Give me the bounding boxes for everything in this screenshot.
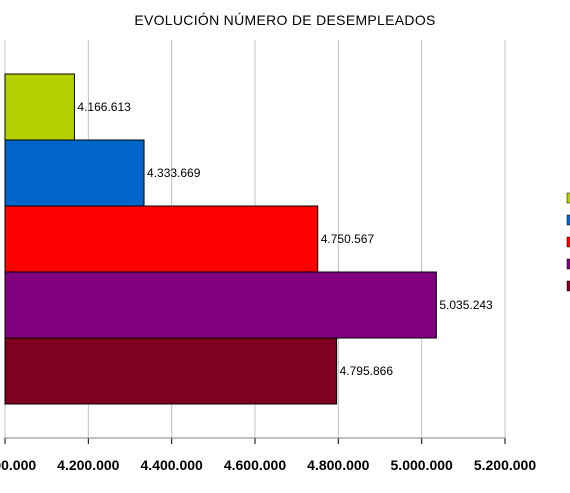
data-labels: 4.166.613 4.333.669 4.750.567 5.035.243 4.79… — [77, 100, 493, 378]
bar — [4, 139, 145, 207]
data-label: 5.035.243 — [439, 298, 493, 312]
legend-swatch — [566, 280, 570, 292]
bar — [4, 205, 319, 273]
x-tick-label: 5.000.000 — [391, 457, 453, 473]
x-tick-label: 4.600.000 — [224, 457, 286, 473]
x-tick-label: 4.200.000 — [57, 457, 119, 473]
chart-title: EVOLUCIÓN NÚMERO DE DESEMPLEADOS — [134, 12, 436, 28]
legend-swatch — [566, 236, 570, 248]
legend — [566, 192, 570, 292]
bar — [4, 337, 338, 405]
bars — [4, 73, 437, 405]
legend-swatch — [566, 192, 570, 204]
legend-swatch — [566, 258, 570, 270]
legend-swatch — [566, 214, 570, 226]
data-label: 4.795.866 — [340, 364, 394, 378]
data-label: 4.166.613 — [77, 100, 131, 114]
data-label: 4.333.669 — [147, 166, 201, 180]
x-tick-label: 4.800.000 — [307, 457, 369, 473]
bar — [4, 271, 437, 339]
x-tick-label: 4.400.000 — [141, 457, 203, 473]
x-tick-labels: 4.000.000 4.200.000 4.400.000 4.600.000 4.80… — [0, 457, 536, 473]
x-tick-label: 4.000.000 — [0, 457, 36, 473]
x-tick-label: 5.200.000 — [474, 457, 536, 473]
bar — [4, 73, 75, 141]
data-label: 4.750.567 — [321, 232, 375, 246]
x-axis — [4, 437, 506, 444]
